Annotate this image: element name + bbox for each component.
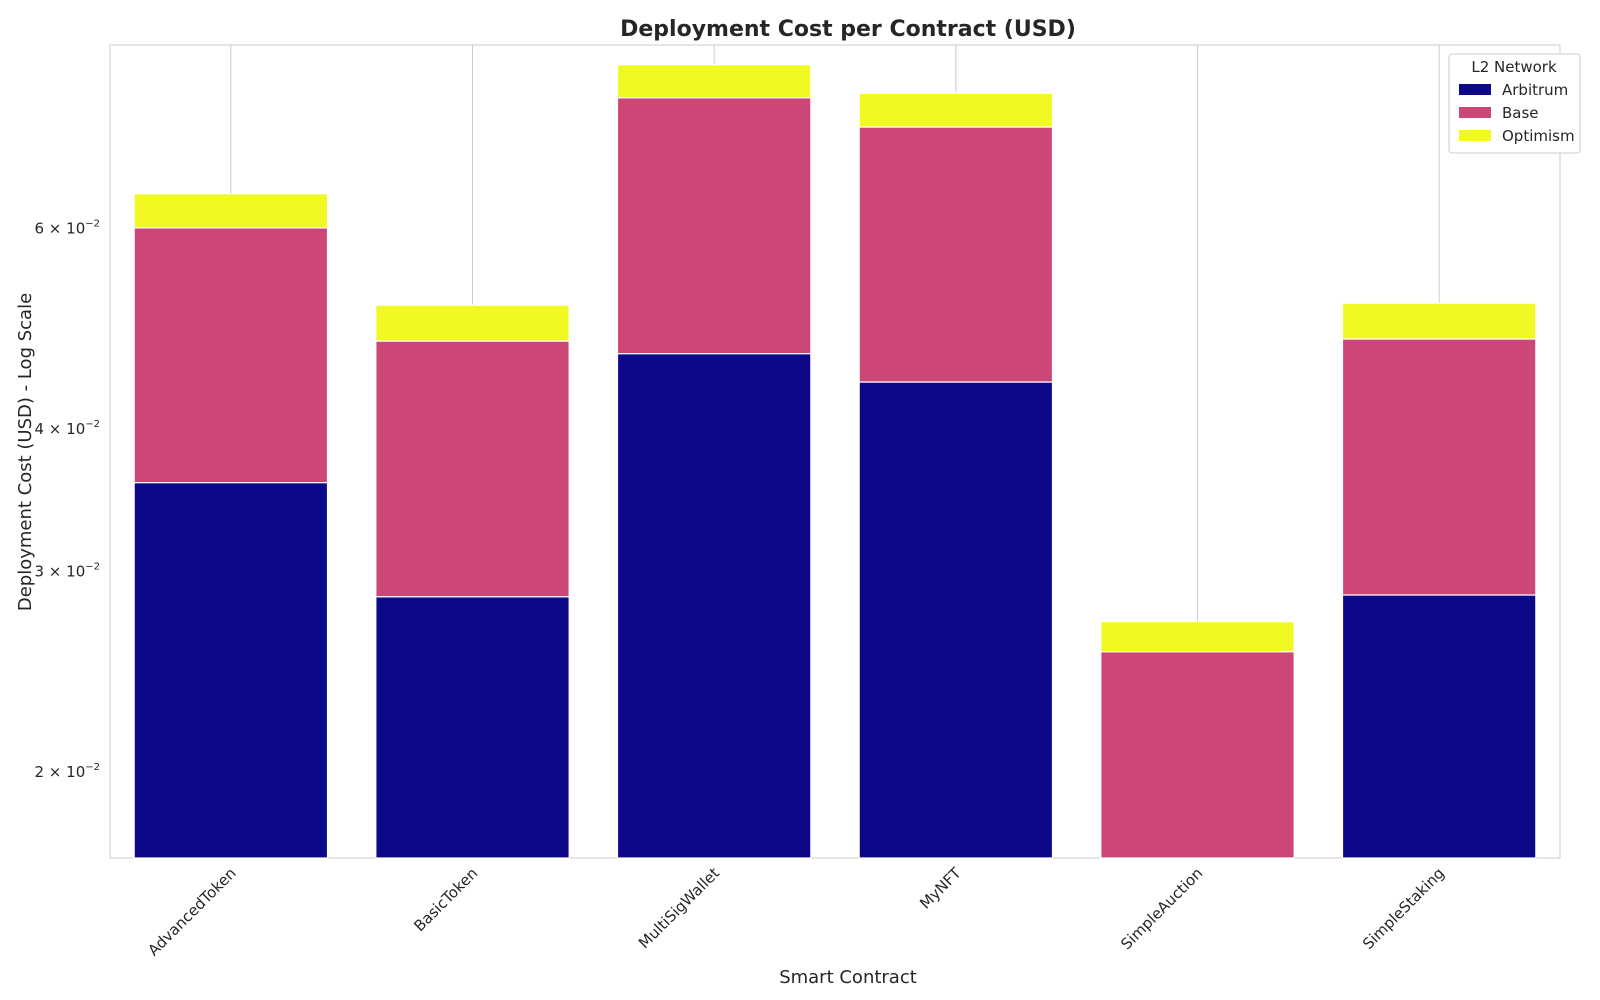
bar-arbitrum-multisigwallet [616,353,812,859]
bar-optimism-basictoken [375,304,570,342]
chart-title: Deployment Cost per Contract (USD) [620,17,1076,42]
legend-swatch-base [1459,107,1491,118]
legend-title: L2 Network [1471,58,1557,76]
x-tick-label: MyNFT [916,864,965,913]
y-tick-label: 6 × 10−2 [35,219,101,238]
legend-swatch-arbitrum [1459,84,1491,95]
bar-base-simplestaking [1341,338,1537,596]
legend-label-arbitrum: Arbitrum [1502,81,1568,99]
x-tick-label: BasicToken [410,864,481,935]
y-axis-label: Deployment Cost (USD) - Log Scale [15,293,36,611]
x-tick-labels: AdvancedToken BasicToken MultiSigWallet MyN… [144,864,1448,960]
x-tick-label: MultiSigWallet [635,864,723,952]
bar-optimism-advancedtoken [133,193,329,229]
legend-swatch-optimism [1459,130,1491,141]
bar-arbitrum-simplestaking [1341,594,1537,859]
legend-label-optimism: Optimism [1502,127,1575,145]
x-tick-label: SimpleStaking [1359,864,1448,953]
legend-box [1448,53,1581,154]
bars [133,64,1537,859]
x-tick-label: SimpleAuction [1117,864,1206,953]
x-axis-label: Smart Contract [779,967,917,988]
bar-arbitrum-basictoken [375,596,570,859]
y-tick-labels: 2 × 10−2 3 × 10−2 4 × 10−2 6 × 10−2 [35,219,101,781]
y-tick-label: 2 × 10−2 [35,762,101,781]
legend: L2 Network Arbitrum Base Optimism [1448,53,1581,154]
legend-label-base: Base [1502,104,1539,122]
bar-base-multisigwallet [616,97,812,355]
bar-base-advancedtoken [133,227,329,484]
y-tick-label: 4 × 10−2 [35,419,101,438]
plot-area [109,44,1561,859]
y-tick-label: 3 × 10−2 [35,561,101,580]
bar-arbitrum-mynft [858,381,1054,859]
legend-items: Arbitrum Base Optimism [1459,81,1575,145]
x-tick-label: AdvancedToken [144,864,239,959]
bar-arbitrum-advancedtoken [133,481,329,859]
bar-optimism-simpleauction [1100,621,1295,653]
bar-optimism-mynft [858,92,1054,128]
bar-base-mynft [858,126,1054,383]
bar-base-basictoken [375,340,570,598]
bar-optimism-simplestaking [1341,302,1537,340]
bar-base-simpleauction [1100,651,1295,859]
bar-optimism-multisigwallet [616,64,812,99]
